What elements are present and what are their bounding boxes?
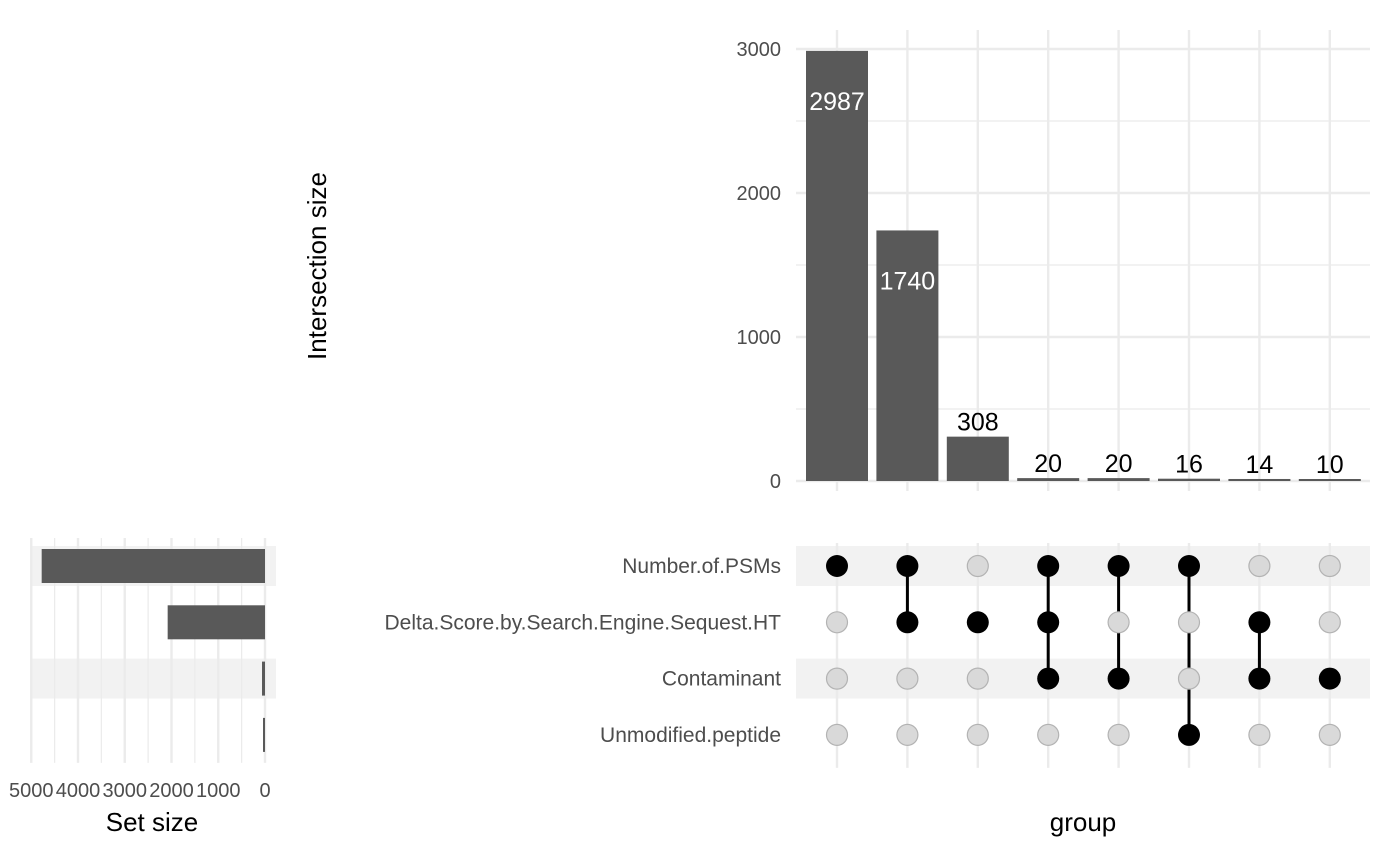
- matrix-dot-active: [1248, 667, 1271, 690]
- intersection-bars: 2987 1740 308 20 20 16 14 10: [806, 50, 1361, 481]
- set-size-tick-label: 4000: [56, 780, 101, 802]
- matrix-dot-inactive: [1177, 611, 1201, 634]
- matrix-dot-active: [1037, 611, 1060, 634]
- matrix-dot-active: [1248, 611, 1271, 634]
- set-name-labels: Number.of.PSMs Delta.Score.by.Search.Engi…: [385, 555, 782, 747]
- matrix-stripes: [796, 546, 1370, 699]
- intersection-value-label: 14: [1245, 451, 1273, 479]
- intersection-value-label: 2987: [809, 88, 865, 116]
- matrix-stripe: [796, 546, 1370, 586]
- y-tick-label: 2000: [737, 183, 782, 205]
- intersection-bar: [1017, 478, 1080, 481]
- intersection-value-label: 20: [1105, 450, 1133, 478]
- set-size-stripe: [30, 658, 276, 699]
- intersection-value-label: 16: [1175, 451, 1203, 479]
- intersection-value-label: 10: [1316, 451, 1344, 479]
- matrix-dot-active: [896, 555, 919, 577]
- set-size-bar: [167, 605, 265, 640]
- matrix-dot-inactive: [825, 611, 849, 634]
- matrix-dot-active: [1178, 723, 1200, 746]
- matrix-dot-inactive: [896, 723, 919, 747]
- matrix-dot-inactive: [896, 667, 919, 690]
- set-name-label: Delta.Score.by.Search.Engine.Sequest.HT: [385, 611, 782, 634]
- matrix-dot-active: [1107, 667, 1130, 690]
- set-size-tick-label: 1000: [196, 780, 241, 802]
- intersection-axis-title: Intersection size: [302, 172, 332, 360]
- matrix-dot-inactive: [1318, 554, 1341, 578]
- set-name-label: Unmodified.peptide: [600, 724, 781, 747]
- intersection-bar: [1228, 478, 1291, 481]
- set-size-bar: [41, 549, 266, 583]
- set-size-bar: [262, 661, 265, 696]
- intersection-value-label: 308: [957, 409, 999, 437]
- matrix-dot-inactive: [1248, 554, 1271, 578]
- set-size-tick-label: 2000: [149, 780, 194, 802]
- matrix-dot-inactive: [825, 723, 849, 747]
- intersection-bar: [876, 230, 939, 481]
- matrix-dots: [825, 554, 1341, 747]
- matrix-dot-active: [1318, 667, 1341, 690]
- intersection-bar: [806, 50, 868, 481]
- intersection-bar: [946, 436, 1009, 481]
- intersection-value-label: 1740: [880, 267, 936, 295]
- y-tick-label: 3000: [737, 39, 782, 61]
- set-name-label: Number.of.PSMs: [622, 555, 781, 578]
- matrix-dot-inactive: [1107, 723, 1130, 747]
- set-size-tick-label: 0: [259, 780, 270, 802]
- intersection-y-axis: 0 1000 2000 3000: [737, 39, 782, 493]
- matrix-dot-inactive: [1248, 723, 1271, 747]
- matrix-dot-active: [1178, 555, 1200, 577]
- matrix-stripe: [796, 658, 1370, 699]
- intersection-bar: [1298, 479, 1361, 481]
- matrix-dot-inactive: [966, 667, 989, 690]
- set-size-tick-label: 3000: [103, 780, 148, 802]
- matrix-dot-inactive: [966, 723, 989, 747]
- set-size-bars: [41, 549, 266, 752]
- matrix-dot-active: [1107, 555, 1130, 577]
- set-size-bar: [263, 717, 265, 752]
- y-tick-label: 1000: [737, 327, 782, 349]
- matrix-dot-active: [826, 555, 848, 577]
- matrix-dot-inactive: [1037, 723, 1060, 747]
- matrix-dot-active: [1037, 667, 1060, 690]
- intersection-bar: [1087, 478, 1150, 481]
- matrix-links: [905, 566, 1261, 735]
- matrix-dot-inactive: [825, 667, 849, 690]
- matrix-x-axis-title: group: [1050, 807, 1117, 837]
- matrix-dot-inactive: [1177, 667, 1201, 690]
- intersection-value-label: 20: [1034, 450, 1062, 478]
- y-tick-label: 0: [770, 471, 781, 493]
- matrix-dot-inactive: [1318, 723, 1341, 747]
- set-size-axis-title: Set size: [106, 807, 199, 837]
- matrix-dot-active: [896, 611, 919, 634]
- set-size-tick-label: 5000: [9, 780, 54, 802]
- set-size-x-axis: 5000 4000 3000 2000 1000 0: [9, 780, 271, 802]
- matrix-dot-inactive: [1318, 611, 1341, 634]
- matrix-dot-inactive: [1107, 611, 1130, 634]
- set-name-label: Contaminant: [662, 668, 781, 691]
- intersection-bar: [1158, 478, 1220, 481]
- intersection-grid: [796, 30, 1370, 491]
- matrix-dot-inactive: [966, 554, 989, 578]
- matrix-dot-active: [1037, 555, 1060, 577]
- matrix-dot-active: [966, 611, 989, 634]
